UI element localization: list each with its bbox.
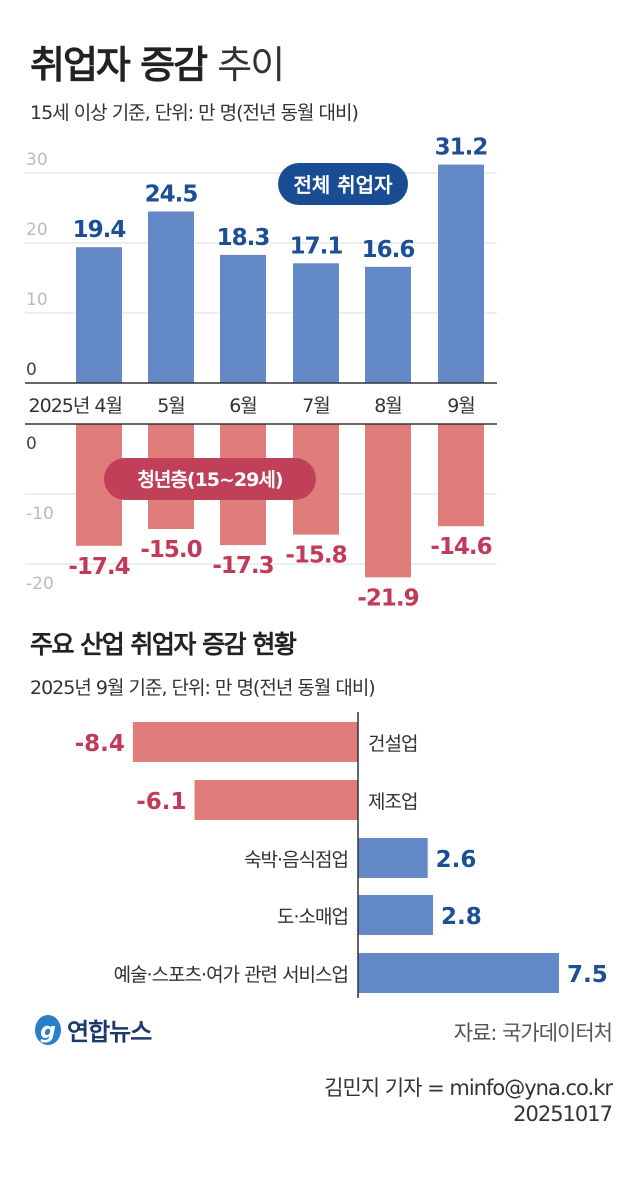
industry-data-label: -6.1 xyxy=(136,789,186,815)
bar-total-0 xyxy=(76,247,122,383)
title-light: 추이 xyxy=(217,43,285,87)
data-label: 19.4 xyxy=(73,217,126,243)
industry-category-label: 건설업 xyxy=(368,733,417,755)
data-label: -15.8 xyxy=(285,543,346,569)
credit-text: 김민지 기자 = minfo@yna.co.kr xyxy=(324,1076,613,1100)
bar-total-4 xyxy=(365,266,411,383)
bar-total-2 xyxy=(220,254,266,383)
industry-data-label: -8.4 xyxy=(75,731,125,757)
industry-category-label: 도·소매업 xyxy=(277,906,348,928)
x-tick-label: 5월 xyxy=(157,395,185,417)
industry-data-label: 2.6 xyxy=(436,847,477,873)
data-label: -21.9 xyxy=(357,585,418,611)
bar-total-3 xyxy=(293,263,339,383)
credit: 김민지 기자 = minfo@yna.co.kr 20251017 xyxy=(324,1075,613,1127)
bar-total-1 xyxy=(148,211,194,383)
source-text: 자료: 국가데이터처 xyxy=(453,1021,613,1045)
y-tick-label: 10 xyxy=(26,290,48,310)
industry-category-label: 숙박·음식점업 xyxy=(244,849,348,871)
chart-canvas: 0 10 20 30 19.4 24.5 18.3 17.1 16.6 31.2 전체 취업자 202… xyxy=(25,135,608,998)
svg-text:g: g xyxy=(40,1019,56,1044)
x-tick-label: 9월 xyxy=(447,395,475,417)
yonhap-logo: g 연합뉴스 xyxy=(33,1012,152,1047)
y-tick-label: -10 xyxy=(26,504,54,524)
industry-data-label: 7.5 xyxy=(567,962,608,988)
data-label: 16.6 xyxy=(362,237,415,263)
y-tick-label: 30 xyxy=(26,150,48,170)
title-bold: 취업자 증감 xyxy=(30,43,208,87)
data-label: -14.6 xyxy=(430,534,491,560)
bar-youth-4 xyxy=(365,424,411,578)
x-tick-label: 6월 xyxy=(229,395,257,417)
legend-youth-pill xyxy=(104,458,316,500)
y-tick-label: -20 xyxy=(26,574,54,594)
data-label: 18.3 xyxy=(217,225,270,251)
y-tick-label: 20 xyxy=(26,220,48,240)
legend-youth-label: 청년층(15~29세) xyxy=(137,469,282,491)
y-tick-label: 0 xyxy=(26,360,37,380)
data-label: 24.5 xyxy=(145,182,198,208)
industry-chart-title: 주요 산업 취업자 증감 현황 xyxy=(30,630,297,659)
yonhap-logo-icon: g xyxy=(35,1014,61,1045)
industry-bar-4 xyxy=(358,953,559,993)
y-tick-label: 0 xyxy=(26,434,37,454)
industry-bar-2 xyxy=(358,838,428,878)
data-label: 17.1 xyxy=(290,233,343,259)
bar-total-5 xyxy=(438,164,484,383)
data-label: -15.0 xyxy=(140,537,201,563)
x-tick-label: 7월 xyxy=(302,395,330,417)
subtitle: 15세 이상 기준, 단위: 만 명(전년 동월 대비) xyxy=(30,102,359,124)
legend-total-pill xyxy=(278,163,408,205)
date-text: 20251017 xyxy=(513,1102,613,1126)
industry-data-label: 2.8 xyxy=(441,904,482,930)
legend-total-label: 전체 취업자 xyxy=(294,173,394,197)
page-title: 취업자 증감 추이 xyxy=(30,34,285,89)
x-tick-label: 8월 xyxy=(374,395,402,417)
logo-text: 연합뉴스 xyxy=(67,1018,152,1046)
industry-bar-0 xyxy=(132,722,358,762)
industry-bar-3 xyxy=(358,895,434,935)
industry-bar-1 xyxy=(194,780,358,820)
data-label: -17.3 xyxy=(212,553,273,579)
bar-youth-5 xyxy=(438,424,484,527)
industry-category-label: 예술·스포츠·여가 관련 서비스업 xyxy=(114,964,348,986)
industry-chart-subtitle: 2025년 9월 기준, 단위: 만 명(전년 동월 대비) xyxy=(30,677,376,699)
data-label: -17.4 xyxy=(68,554,129,580)
industry-category-label: 제조업 xyxy=(368,791,417,813)
data-label: 31.2 xyxy=(435,135,488,161)
x-tick-label: 2025년 4월 xyxy=(29,395,122,417)
